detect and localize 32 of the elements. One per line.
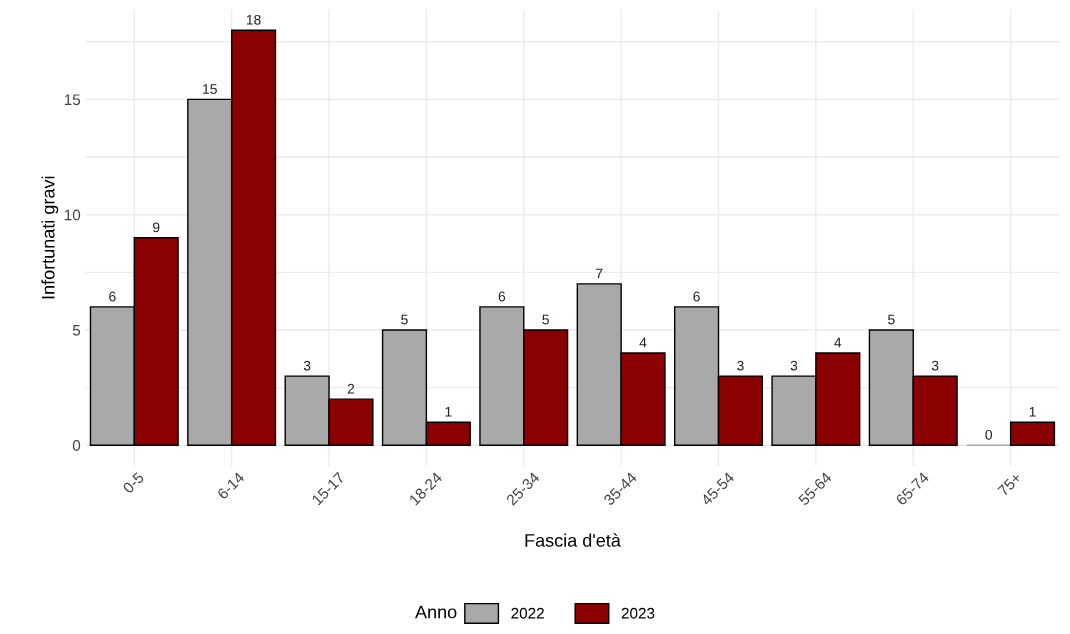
data-label: 7 [596,268,603,279]
data-label: 4 [834,337,842,348]
data-label: 3 [737,360,744,371]
y-tick-label: 15 [64,94,81,106]
data-label: 1 [445,406,452,417]
x-tick-label: 75+ [997,471,1023,497]
data-label: 18 [246,14,261,25]
data-label: 0 [985,429,993,440]
data-label: 9 [152,222,160,233]
data-label: 6 [693,291,700,302]
data-label: 4 [639,337,647,348]
x-axis-title: Fascia d'età [525,533,621,547]
legend-label: 2023 [621,607,655,619]
y-tick-label: 0 [72,440,81,451]
data-label: 3 [790,360,798,371]
data-label: 2 [347,383,355,394]
data-label: 15 [203,84,217,94]
data-label: 3 [303,360,311,371]
legend-title: Anno [415,605,457,619]
bar [1009,421,1056,446]
y-tick-label: 10 [64,209,81,221]
data-label: 6 [498,291,506,302]
data-label: 3 [931,360,939,371]
legend-label: 2022 [511,607,544,619]
data-label: 5 [401,314,408,325]
data-label: 1 [1029,406,1036,417]
data-label: 5 [888,314,895,325]
data-label: 5 [542,314,549,325]
x-tick-label: 0-5 [122,471,145,494]
y-tick-label: 5 [72,324,81,336]
data-label: 6 [109,291,116,302]
y-axis-title: Infortunati gravi [41,176,59,299]
